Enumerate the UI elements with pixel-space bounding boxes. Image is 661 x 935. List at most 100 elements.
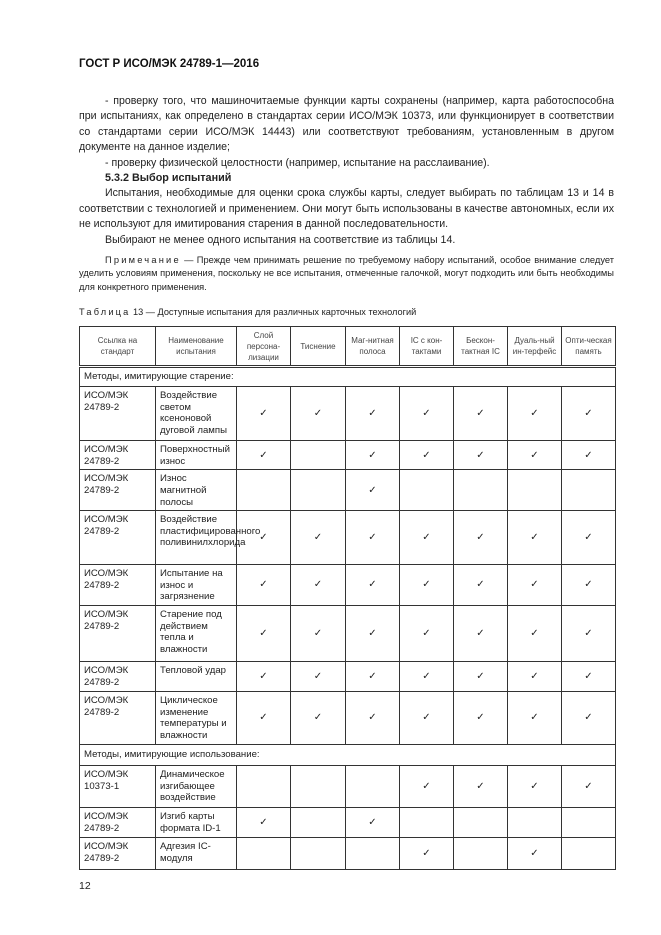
table-section-row: Методы, имитирующие старение: [79, 366, 616, 388]
check-mark-icon: ✓ [507, 661, 562, 693]
check-mark-icon: ✓ [507, 440, 562, 471]
check-mark-icon: ✓ [236, 440, 291, 471]
empty-cell [290, 837, 346, 871]
column-header: IC с кон-тактами [399, 326, 454, 369]
empty-cell [453, 807, 508, 839]
column-header: Опти-ческая память [561, 326, 616, 369]
check-mark-icon: ✓ [399, 564, 454, 607]
column-header: Тиснение [290, 326, 346, 369]
check-mark-icon: ✓ [561, 765, 616, 809]
check-mark-icon: ✓ [290, 691, 346, 746]
column-header: Бескон-тактная IC [453, 326, 508, 369]
check-mark-icon: ✓ [561, 691, 616, 746]
check-mark-icon: ✓ [399, 386, 454, 442]
standard-reference: ИСО/МЭК 24789-2 [79, 469, 156, 512]
table-row: ИСО/МЭК 10373-1 Динамическое изгибающее в… [79, 765, 616, 809]
check-mark-icon: ✓ [345, 605, 400, 663]
test-name: Износ магнитной полосы [155, 469, 237, 512]
column-header: Наименование испытания [155, 326, 237, 369]
standard-reference: ИСО/МЭК 24789-2 [79, 440, 156, 471]
check-mark-icon: ✓ [507, 765, 562, 809]
check-mark-icon: ✓ [507, 510, 562, 566]
check-mark-icon: ✓ [507, 691, 562, 746]
page-content: - проверку того, что машиночитаемые функ… [79, 94, 616, 892]
note: Примечание — Прежде чем принимать решени… [79, 254, 614, 294]
table-header-row: Ссылка на стандарт Наименование испытания… [79, 326, 616, 369]
table-row: ИСО/МЭК 24789-2 Старение под действием те… [79, 605, 616, 663]
check-mark-icon: ✓ [290, 564, 346, 607]
standard-reference: ИСО/МЭК 24789-2 [79, 661, 156, 693]
check-mark-icon: ✓ [453, 691, 508, 746]
empty-cell [561, 807, 616, 839]
check-mark-icon: ✓ [453, 564, 508, 607]
standard-reference: ИСО/МЭК 24789-2 [79, 691, 156, 746]
empty-cell [236, 469, 291, 512]
check-mark-icon: ✓ [345, 661, 400, 693]
check-mark-icon: ✓ [561, 661, 616, 693]
table-row: ИСО/МЭК 24789-2 Адгезия IC-модуля ✓ ✓ [79, 837, 616, 871]
column-header: Слой персона-лизации [236, 326, 291, 369]
check-mark-icon: ✓ [345, 469, 400, 512]
check-mark-icon: ✓ [290, 386, 346, 442]
column-header: Дуаль-ный ин-терфейс [507, 326, 562, 369]
standard-reference: ИСО/МЭК 24789-2 [79, 837, 156, 871]
test-name: Испытание на износ и загрязнение [155, 564, 237, 607]
check-mark-icon: ✓ [399, 605, 454, 663]
table-row: ИСО/МЭК 24789-2 Изгиб карты формата ID-1 ✓… [79, 807, 616, 839]
check-mark-icon: ✓ [453, 510, 508, 566]
check-mark-icon: ✓ [453, 765, 508, 809]
check-mark-icon: ✓ [236, 691, 291, 746]
standard-reference: ИСО/МЭК 24789-2 [79, 605, 156, 663]
check-mark-icon: ✓ [290, 605, 346, 663]
check-mark-icon: ✓ [236, 510, 291, 566]
section-label: Методы, имитирующие старение: [79, 366, 616, 388]
table-row: ИСО/МЭК 24789-2 Испытание на износ и загр… [79, 564, 616, 607]
check-mark-icon: ✓ [453, 605, 508, 663]
check-mark-icon: ✓ [399, 765, 454, 809]
test-name: Тепловой удар [155, 661, 237, 693]
check-mark-icon: ✓ [507, 605, 562, 663]
check-mark-icon: ✓ [345, 510, 400, 566]
check-mark-icon: ✓ [399, 440, 454, 471]
empty-cell [345, 765, 400, 809]
check-mark-icon: ✓ [561, 386, 616, 442]
note-text: — Прежде чем принимать решение по требуе… [79, 255, 614, 292]
check-mark-icon: ✓ [290, 510, 346, 566]
check-mark-icon: ✓ [236, 661, 291, 693]
table-row: ИСО/МЭК 24789-2 Поверхностный износ ✓ ✓ ✓ ✓ ✓ ✓ [79, 440, 616, 471]
table-row: ИСО/МЭК 24789-2 Воздействие светом ксенон… [79, 386, 616, 442]
column-header: Ссылка на стандарт [79, 326, 156, 369]
empty-cell [290, 807, 346, 839]
section-title: 5.3.2 Выбор испытаний [105, 172, 232, 185]
check-mark-icon: ✓ [236, 564, 291, 607]
table-section-row: Методы, имитирующие использование: [79, 744, 616, 767]
empty-cell [507, 807, 562, 839]
check-mark-icon: ✓ [507, 386, 562, 442]
column-header: Маг-нитная полоса [345, 326, 400, 369]
standard-reference: ИСО/МЭК 24789-2 [79, 386, 156, 442]
document-header: ГОСТ Р ИСО/МЭК 24789-1—2016 [79, 58, 260, 70]
table-caption: Таблица 13 — Доступные испытания для раз… [79, 306, 615, 318]
empty-cell [453, 469, 508, 512]
check-mark-icon: ✓ [236, 386, 291, 442]
empty-cell [236, 837, 291, 871]
test-name: Старение под действием тепла и влажности [155, 605, 237, 663]
paragraph: - проверку того, что машиночитаемые функ… [79, 95, 614, 154]
paragraph: Выбирают не менее одного испытания на со… [105, 233, 456, 246]
standard-reference: ИСО/МЭК 24789-2 [79, 510, 156, 566]
check-mark-icon: ✓ [399, 837, 454, 871]
check-mark-icon: ✓ [236, 807, 291, 839]
test-name: Изгиб карты формата ID-1 [155, 807, 237, 839]
test-name: Адгезия IC-модуля [155, 837, 237, 871]
table-caption-label: Таблица [79, 307, 131, 318]
check-mark-icon: ✓ [561, 510, 616, 566]
test-name: Динамическое изгибающее воздействие [155, 765, 237, 809]
check-mark-icon: ✓ [399, 510, 454, 566]
empty-cell [507, 469, 562, 512]
check-mark-icon: ✓ [345, 440, 400, 471]
note-label: Примечание [105, 255, 181, 266]
empty-cell [399, 807, 454, 839]
table-row: ИСО/МЭК 24789-2 Циклическое изменение тем… [79, 691, 616, 746]
paragraph: Испытания, необходимые для оценки срока … [79, 187, 614, 231]
check-mark-icon: ✓ [399, 661, 454, 693]
